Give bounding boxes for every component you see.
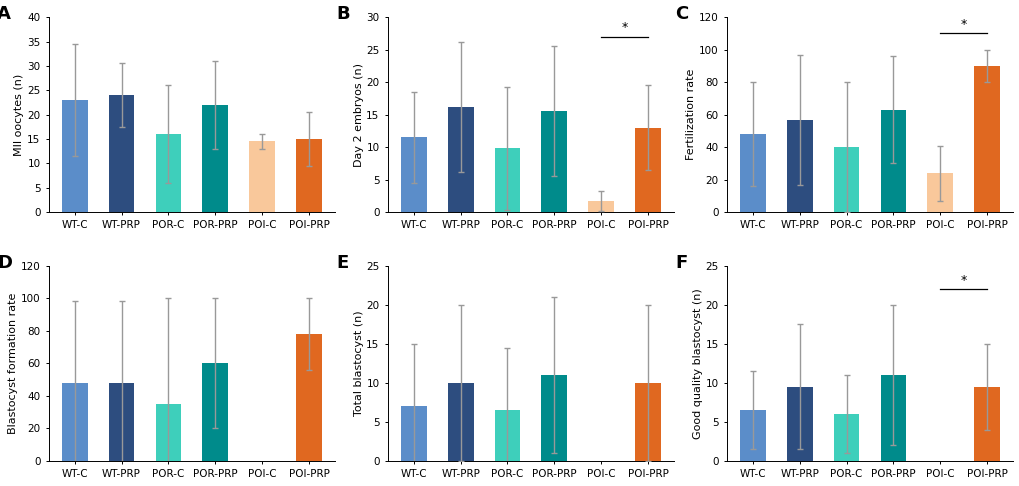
Y-axis label: Blastocyst formation rate: Blastocyst formation rate [8, 293, 18, 434]
Y-axis label: Day 2 embryos (n): Day 2 embryos (n) [354, 63, 363, 167]
Bar [786, 387, 812, 461]
Bar [739, 410, 765, 461]
Y-axis label: Fertilization rate: Fertilization rate [686, 69, 695, 160]
Bar [635, 382, 660, 461]
Text: D: D [0, 254, 12, 272]
Bar [62, 100, 88, 212]
Bar [739, 134, 765, 212]
Bar [109, 95, 135, 212]
Bar [494, 410, 520, 461]
Bar [541, 111, 567, 212]
Bar [926, 173, 952, 212]
Bar [155, 134, 181, 212]
Y-axis label: MII oocytes (n): MII oocytes (n) [14, 73, 24, 156]
Bar [202, 363, 228, 461]
Bar [296, 334, 322, 461]
Bar [109, 382, 135, 461]
Bar [400, 138, 426, 212]
Bar [588, 201, 613, 212]
Bar [62, 382, 88, 461]
Bar [973, 387, 999, 461]
Bar [879, 110, 906, 212]
Bar [833, 147, 859, 212]
Text: E: E [336, 254, 348, 272]
Bar [296, 139, 322, 212]
Bar [786, 120, 812, 212]
Bar [400, 406, 426, 461]
Bar [541, 375, 567, 461]
Text: B: B [336, 5, 350, 23]
Text: A: A [0, 5, 11, 23]
Text: *: * [960, 274, 966, 287]
Y-axis label: Total blastocyst (n): Total blastocyst (n) [354, 311, 363, 416]
Bar [635, 128, 660, 212]
Bar [833, 414, 859, 461]
Bar [447, 382, 473, 461]
Text: C: C [675, 5, 688, 23]
Bar [973, 66, 999, 212]
Y-axis label: Good quality blastocyst (n): Good quality blastocyst (n) [692, 288, 702, 438]
Text: *: * [621, 21, 627, 35]
Bar [879, 375, 906, 461]
Text: F: F [675, 254, 687, 272]
Bar [249, 141, 275, 212]
Bar [202, 105, 228, 212]
Bar [494, 148, 520, 212]
Text: *: * [960, 18, 966, 31]
Bar [155, 404, 181, 461]
Bar [447, 107, 473, 212]
